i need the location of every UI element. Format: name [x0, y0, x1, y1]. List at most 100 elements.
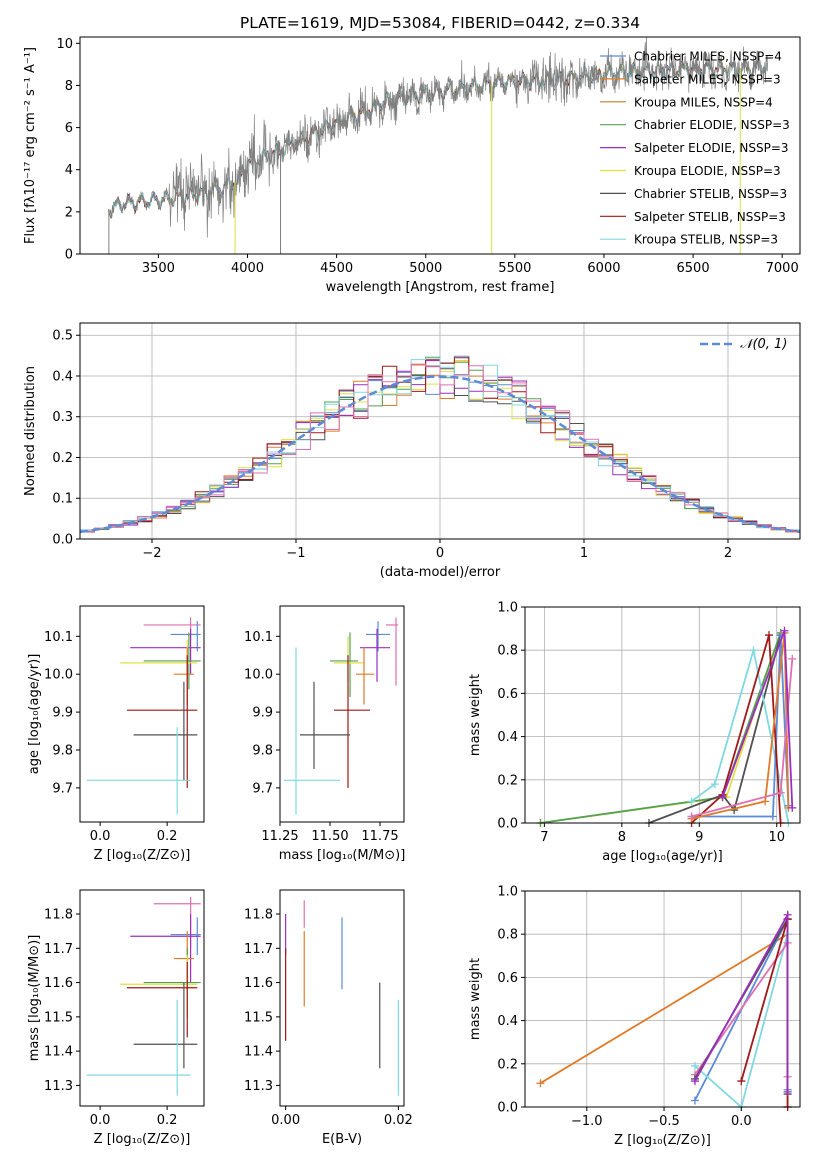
- x-tick-label: 3500: [142, 261, 175, 276]
- mass-weight-marker: [690, 1096, 699, 1105]
- spectrum-title: PLATE=1619, MJD=53084, FIBERID=0442, z=0…: [240, 14, 640, 32]
- legend-label: Chabrier MILES, NSSP=4: [634, 50, 782, 64]
- y-tick-label: 0.4: [497, 1014, 518, 1029]
- mass-weight-marker: [788, 803, 797, 812]
- y-tick-label: 4: [65, 163, 73, 178]
- y-tick-label: 0.8: [497, 928, 518, 943]
- mass-weight-marker: [737, 1077, 746, 1086]
- y-tick-label: 0.6: [497, 971, 518, 986]
- x-tick-label: 8: [618, 830, 626, 845]
- mass-weight-marker: [690, 1061, 699, 1070]
- x-tick-label: 0.02: [384, 1113, 413, 1128]
- y-tick-label: 6: [65, 121, 73, 136]
- mass-weight-marker: [710, 780, 719, 789]
- mass-weight-line: [690, 649, 790, 824]
- y-tick-label: 0.6: [497, 687, 518, 702]
- y-tick-label: 11.4: [44, 1045, 73, 1060]
- x-tick-label: 0.0: [90, 829, 111, 844]
- mass-weight-vs-age-panel: 7 8 9 10 0.0 0.2 0.4 0.6 0.8 1.0 age [log₁₀(age/yr…: [468, 601, 801, 864]
- mass-weight-marker: [761, 797, 770, 806]
- y-tick-label: 10: [56, 37, 73, 52]
- y-tick-label: 11.7: [44, 942, 73, 957]
- x-tick-label: 5500: [498, 261, 531, 276]
- mass-weight-marker: [768, 812, 777, 821]
- y-tick-label: 10.0: [44, 668, 73, 683]
- axes-frame: [79, 36, 801, 255]
- x-axis-label: Z [log₁₀(Z/Z⊙)]: [94, 1132, 191, 1147]
- mass-weight-line: [690, 634, 782, 824]
- mass-weight-marker: [788, 654, 797, 663]
- legend-label: Chabrier STELIB, NSSP=3: [634, 187, 787, 201]
- axes-frame: [279, 605, 405, 823]
- y-tick-label: 10.0: [244, 668, 273, 683]
- axes-frame: [79, 889, 205, 1107]
- mass-weight-line: [648, 634, 782, 824]
- y-tick-label: 11.7: [244, 942, 273, 957]
- y-axis-label: Flux [fλ10⁻¹⁷ erg cm⁻² s⁻¹ A⁻¹]: [23, 47, 38, 244]
- x-axis-label: age [log₁₀(age/yr)]: [602, 849, 723, 864]
- x-tick-label: 0.0: [731, 1114, 752, 1129]
- mass-vs-metallicity-panel: 0.0 0.2 11.3 11.4 11.5 11.6 11.7 11.8 Z [log₁₀(Z…: [27, 889, 205, 1147]
- legend-label: Salpeter STELIB, NSSP=3: [634, 210, 786, 224]
- x-tick-label: 5000: [409, 261, 442, 276]
- y-tick-label: 0.2: [497, 1057, 518, 1072]
- y-tick-label: 11.5: [244, 1010, 273, 1025]
- x-tick-label: 2: [724, 546, 732, 561]
- mass-weight-marker: [783, 910, 792, 919]
- y-tick-label: 1.0: [497, 601, 518, 616]
- mass-weight-vs-metallicity-panel: −1.0 −0.5 0.0 0.0 0.2 0.4 0.6 0.8 1.0 Z [log₁₀(Z/…: [468, 885, 801, 1148]
- x-tick-label: 7: [540, 830, 548, 845]
- x-axis-label: Z [log₁₀(Z/Z⊙)]: [614, 1133, 711, 1148]
- y-axis-label: Normed distribution: [23, 366, 38, 496]
- x-tick-label: 6500: [677, 261, 710, 276]
- y-tick-label: 0: [65, 248, 73, 263]
- x-axis-label: wavelength [Angstrom, rest frame]: [326, 280, 555, 295]
- axes-frame: [524, 606, 801, 824]
- y-tick-label: 0.2: [52, 451, 73, 466]
- y-tick-label: 11.5: [44, 1010, 73, 1025]
- y-tick-label: 9.8: [252, 744, 273, 759]
- y-tick-label: 9.9: [52, 706, 73, 721]
- y-tick-label: 11.4: [244, 1045, 273, 1060]
- mass-weight-marker: [765, 631, 774, 640]
- y-tick-label: 10.1: [244, 630, 273, 645]
- legend-label: Salpeter MILES, NSSP=3: [634, 72, 781, 86]
- y-tick-label: 0.0: [52, 533, 73, 548]
- x-tick-label: 4500: [320, 261, 353, 276]
- normal-curve: [79, 375, 801, 534]
- x-axis-label: Z [log₁₀(Z/Z⊙)]: [94, 848, 191, 863]
- mass-weight-marker: [690, 1077, 699, 1086]
- x-axis-label: E(B-V): [322, 1132, 362, 1147]
- legend-label: 𝒩(0, 1): [740, 337, 787, 352]
- y-tick-label: 2: [65, 205, 73, 220]
- axes-frame: [524, 890, 801, 1108]
- x-tick-label: 9: [695, 830, 703, 845]
- y-tick-label: 1.0: [497, 885, 518, 900]
- x-tick-label: −1: [286, 546, 305, 561]
- axes-frame: [279, 889, 405, 1107]
- residual-histogram-panel: −2 −1 0 1 2 0.0 0.1 0.2 0.3 0.4 0.5 (data-model)/er…: [23, 322, 801, 580]
- spectrum-panel: 3500 4000 4500 5000 5500 6000 6500 7000 0 2 4 6 8 10 w…: [23, 36, 801, 295]
- y-tick-label: 10.1: [44, 630, 73, 645]
- age-vs-mass-panel: 11.25 11.50 11.75 9.7 9.8 9.9 10.0 10.1 mass [lo…: [244, 605, 405, 863]
- x-tick-label: 11.50: [311, 829, 348, 844]
- x-tick-label: −1.0: [571, 1114, 603, 1129]
- x-tick-label: 7000: [766, 261, 799, 276]
- y-tick-label: 0.1: [52, 492, 73, 507]
- observed-spectrum-line: [108, 36, 768, 238]
- legend-label: Kroupa STELIB, NSSP=3: [634, 233, 778, 247]
- mass-weight-marker: [718, 793, 727, 802]
- y-tick-label: 11.6: [244, 976, 273, 991]
- y-tick-label: 9.7: [252, 781, 273, 796]
- legend-label: Kroupa ELODIE, NSSP=3: [634, 164, 781, 178]
- x-tick-label: 0.2: [157, 829, 178, 844]
- legend-label: Salpeter ELODIE, NSSP=3: [634, 141, 789, 155]
- legend-label: Chabrier ELODIE, NSSP=3: [634, 118, 790, 132]
- axes-frame: [79, 605, 205, 823]
- y-tick-label: 0.4: [52, 369, 73, 384]
- x-tick-label: −0.5: [648, 1114, 680, 1129]
- y-tick-label: 11.8: [244, 908, 273, 923]
- x-tick-label: 6000: [587, 261, 620, 276]
- mass-weight-marker: [536, 1079, 545, 1088]
